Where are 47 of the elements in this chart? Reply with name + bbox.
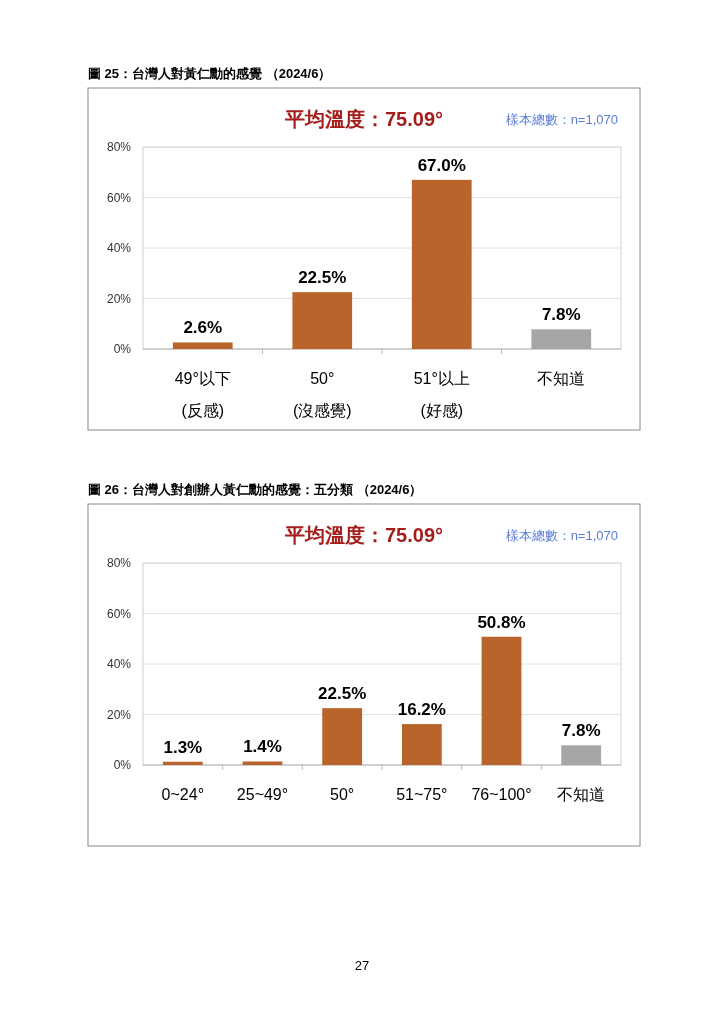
data-label: 22.5%: [298, 268, 347, 288]
x-tick-label: 0~24°: [161, 786, 205, 803]
bar: [401, 724, 442, 765]
data-label: 67.0%: [417, 155, 466, 175]
x-tick-label: 50° (沒感覺): [292, 370, 352, 419]
y-tick-label: 80%: [106, 140, 132, 154]
data-label: 22.5%: [318, 684, 367, 704]
chart-subtitle: 平均溫度：75.09°: [283, 524, 444, 546]
x-tick-label: 51°以上 (好感): [413, 370, 470, 419]
chart-subtitle: 平均溫度：75.09°: [283, 108, 444, 130]
data-label: 2.6%: [183, 318, 223, 338]
chart-title: 圖 26：台灣人對創辦人黃仁勳的感覺：五分類 （2024/6）: [88, 482, 423, 497]
data-label: 1.4%: [243, 737, 282, 757]
data-label: 7.8%: [541, 305, 581, 325]
x-tick-label: 50°: [330, 786, 355, 803]
y-tick-label: 0%: [113, 758, 132, 772]
data-label: 7.8%: [561, 721, 601, 741]
bar: [172, 342, 233, 349]
data-label: 50.8%: [477, 612, 526, 632]
y-tick-label: 0%: [113, 342, 132, 356]
x-tick-label: 51~75°: [396, 786, 448, 803]
y-tick-label: 60%: [106, 606, 132, 621]
y-tick-label: 20%: [106, 707, 132, 722]
x-tick-label: 49°以下 (反感): [174, 370, 231, 419]
bar: [292, 292, 353, 349]
y-tick-label: 20%: [106, 291, 132, 306]
x-tick-label: 25~49°: [236, 786, 289, 803]
bar: [411, 179, 472, 349]
text: 樣本總數：n=1,070: [505, 528, 618, 543]
x-tick-label: 不知道: [537, 370, 586, 387]
y-tick-label: 40%: [106, 657, 132, 671]
y-tick-label: 80%: [106, 556, 132, 570]
bar: [322, 708, 363, 765]
data-label: 1.3%: [163, 737, 203, 757]
bar: [561, 745, 602, 765]
bar: [242, 761, 283, 765]
bar: [481, 636, 522, 765]
chart-title: 圖 25：台灣人對黃仁勳的感覺 （2024/6）: [88, 66, 332, 81]
x-tick-label: 不知道: [557, 786, 606, 803]
bar: [531, 329, 592, 349]
y-tick-label: 60%: [106, 190, 132, 205]
text: 樣本總數：n=1,070: [505, 112, 618, 127]
text: 27: [354, 958, 370, 973]
data-label: 16.2%: [397, 700, 446, 720]
y-tick-label: 40%: [106, 241, 132, 255]
bar: [162, 761, 203, 765]
x-tick-label: 76~100°: [471, 786, 532, 803]
